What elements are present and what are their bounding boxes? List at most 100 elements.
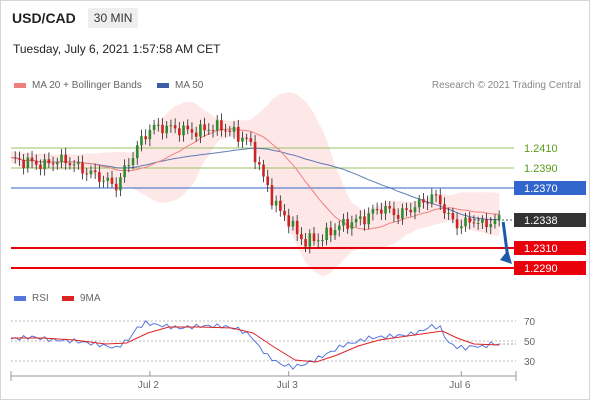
candle-up xyxy=(215,120,219,131)
candle-up xyxy=(493,219,497,225)
candle-up xyxy=(106,177,110,181)
candle-down xyxy=(396,215,400,219)
candle-down xyxy=(190,129,194,133)
candle-down xyxy=(380,209,383,214)
candle-up xyxy=(60,154,63,163)
candle-down xyxy=(161,124,164,134)
candle-down xyxy=(300,234,303,240)
last-price-tag xyxy=(514,213,586,227)
forecast-arrowhead xyxy=(500,250,512,264)
support-tag xyxy=(514,241,586,255)
candle-down xyxy=(18,158,21,160)
candle-down xyxy=(426,202,429,204)
rsi-panel: 70 50 30 xyxy=(10,317,536,370)
candle-up xyxy=(119,177,122,191)
candle-up xyxy=(135,145,139,159)
candle-up xyxy=(401,208,404,219)
candle-up xyxy=(89,170,93,175)
candle-up xyxy=(291,220,295,227)
candle-up xyxy=(152,124,156,130)
candle-up xyxy=(165,125,169,134)
candle-up xyxy=(481,219,484,223)
timeframe-badge[interactable]: 30 MIN xyxy=(87,8,139,28)
candle-down xyxy=(98,172,101,182)
date-tick-label: Jul 6 xyxy=(449,380,471,391)
resistance-label: 1.2390 xyxy=(524,163,558,175)
candle-up xyxy=(358,216,362,219)
legend-ma20-label: MA 20 + Bollinger Bands xyxy=(32,80,142,91)
support-label: 1.2290 xyxy=(524,263,558,275)
candle-up xyxy=(241,137,244,142)
candle-up xyxy=(127,165,131,167)
candle-down xyxy=(186,125,190,130)
candle-up xyxy=(182,125,185,136)
instrument-title: USD/CAD xyxy=(12,10,76,26)
candle-down xyxy=(13,157,17,159)
candle-up xyxy=(316,240,320,242)
candle-down xyxy=(30,157,34,162)
candle-down xyxy=(405,208,408,210)
candle-up xyxy=(459,226,463,229)
candle-down xyxy=(85,173,89,175)
candle-down xyxy=(203,124,206,131)
candle-down xyxy=(329,227,333,236)
candle-down xyxy=(68,163,72,166)
candle-down xyxy=(249,138,253,142)
candle-up xyxy=(274,200,278,206)
candle-down xyxy=(287,215,291,227)
candle-up xyxy=(333,229,337,236)
candle-down xyxy=(468,217,472,223)
candle-down xyxy=(346,219,349,229)
candle-up xyxy=(430,194,434,204)
candle-up xyxy=(207,129,211,131)
candle-down xyxy=(51,163,55,165)
candle-up xyxy=(337,225,341,230)
candle-down xyxy=(93,170,97,173)
candle-down xyxy=(409,209,413,213)
legend-ma50-label: MA 50 xyxy=(175,80,204,91)
date-tick-label: Jul 2 xyxy=(138,380,160,391)
timestamp: Tuesday, July 6, 2021 1:57:58 AM CET xyxy=(13,42,221,56)
candle-up xyxy=(148,129,152,140)
candle-down xyxy=(253,141,257,163)
candle-down xyxy=(81,162,84,174)
ma20-swatch xyxy=(14,83,26,88)
rsi-tick-label: 30 xyxy=(524,357,536,368)
candle-down xyxy=(220,120,223,131)
candle-up xyxy=(102,180,105,182)
legend-ma20: MA 20 + Bollinger Bands xyxy=(14,80,142,91)
candle-down xyxy=(438,195,442,205)
candle-down xyxy=(279,200,282,211)
candle-up xyxy=(342,219,345,226)
candle-down xyxy=(39,164,42,169)
candle-down xyxy=(283,210,286,216)
candle-up xyxy=(371,209,375,214)
support-label: 1.2310 xyxy=(524,243,558,255)
support-tag xyxy=(514,261,586,275)
candle-down xyxy=(434,194,438,196)
chart-header: USD/CAD 30 MIN xyxy=(12,8,139,28)
candle-down xyxy=(228,130,232,132)
rsi-line xyxy=(10,319,500,370)
rsi-tick-label: 70 xyxy=(524,317,536,328)
candle-down xyxy=(485,219,488,228)
last-price-label: 1.2338 xyxy=(524,215,558,227)
candle-down xyxy=(295,220,299,235)
candle-up xyxy=(123,165,126,178)
candle-down xyxy=(388,206,392,209)
candle-down xyxy=(47,159,51,164)
candle-up xyxy=(199,124,202,137)
candle-down xyxy=(114,183,118,191)
candle-up xyxy=(232,126,236,132)
candle-up xyxy=(497,215,501,220)
candle-down xyxy=(245,137,248,139)
candle-up xyxy=(169,125,173,127)
ma20-line xyxy=(10,128,500,230)
candle-up xyxy=(447,213,450,215)
candle-up xyxy=(43,159,46,169)
candle-up xyxy=(413,207,417,213)
legend-ma50: MA 50 xyxy=(157,80,203,91)
candle-up xyxy=(464,217,467,227)
candle-down xyxy=(110,177,114,184)
